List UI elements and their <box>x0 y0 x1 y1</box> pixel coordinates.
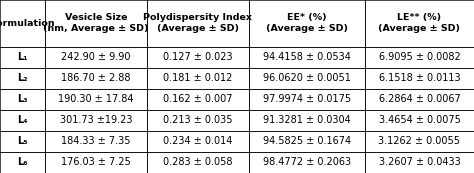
Text: 94.5825 ± 0.1674: 94.5825 ± 0.1674 <box>263 136 351 146</box>
Text: 3.4654 ± 0.0075: 3.4654 ± 0.0075 <box>379 115 460 125</box>
Text: 98.4772 ± 0.2063: 98.4772 ± 0.2063 <box>263 157 351 167</box>
Text: L₆: L₆ <box>17 157 28 167</box>
Text: Formulation: Formulation <box>0 19 55 28</box>
Text: 0.162 ± 0.007: 0.162 ± 0.007 <box>163 94 233 104</box>
Text: 301.73 ±19.23: 301.73 ±19.23 <box>60 115 132 125</box>
Text: L₄: L₄ <box>17 115 28 125</box>
Text: 242.90 ± 9.90: 242.90 ± 9.90 <box>61 52 131 62</box>
Text: 186.70 ± 2.88: 186.70 ± 2.88 <box>61 73 131 83</box>
Text: L₃: L₃ <box>17 94 28 104</box>
Text: 0.213 ± 0.035: 0.213 ± 0.035 <box>163 115 233 125</box>
Text: L₂: L₂ <box>17 73 28 83</box>
Text: 94.4158 ± 0.0534: 94.4158 ± 0.0534 <box>263 52 351 62</box>
Text: L₅: L₅ <box>17 136 28 146</box>
Text: 6.2864 ± 0.0067: 6.2864 ± 0.0067 <box>379 94 460 104</box>
Text: 96.0620 ± 0.0051: 96.0620 ± 0.0051 <box>263 73 351 83</box>
Text: 0.181 ± 0.012: 0.181 ± 0.012 <box>163 73 233 83</box>
Text: LE** (%)
(Average ± SD): LE** (%) (Average ± SD) <box>379 13 460 33</box>
Text: 184.33 ± 7.35: 184.33 ± 7.35 <box>61 136 131 146</box>
Text: Vesicle Size
(nm, Average ± SD): Vesicle Size (nm, Average ± SD) <box>43 13 149 33</box>
Text: 6.9095 ± 0.0082: 6.9095 ± 0.0082 <box>379 52 460 62</box>
Text: EE* (%)
(Average ± SD): EE* (%) (Average ± SD) <box>266 13 348 33</box>
Text: 0.283 ± 0.058: 0.283 ± 0.058 <box>163 157 233 167</box>
Text: 6.1518 ± 0.0113: 6.1518 ± 0.0113 <box>379 73 460 83</box>
Text: L₁: L₁ <box>17 52 28 62</box>
Text: 3.2607 ± 0.0433: 3.2607 ± 0.0433 <box>379 157 460 167</box>
Text: Polydispersity Index
(Average ± SD): Polydispersity Index (Average ± SD) <box>144 13 252 33</box>
Text: 3.1262 ± 0.0055: 3.1262 ± 0.0055 <box>379 136 460 146</box>
Text: 0.234 ± 0.014: 0.234 ± 0.014 <box>163 136 233 146</box>
Text: 91.3281 ± 0.0304: 91.3281 ± 0.0304 <box>263 115 351 125</box>
Text: 190.30 ± 17.84: 190.30 ± 17.84 <box>58 94 134 104</box>
Text: 0.127 ± 0.023: 0.127 ± 0.023 <box>163 52 233 62</box>
Text: 97.9974 ± 0.0175: 97.9974 ± 0.0175 <box>263 94 351 104</box>
Text: 176.03 ± 7.25: 176.03 ± 7.25 <box>61 157 131 167</box>
